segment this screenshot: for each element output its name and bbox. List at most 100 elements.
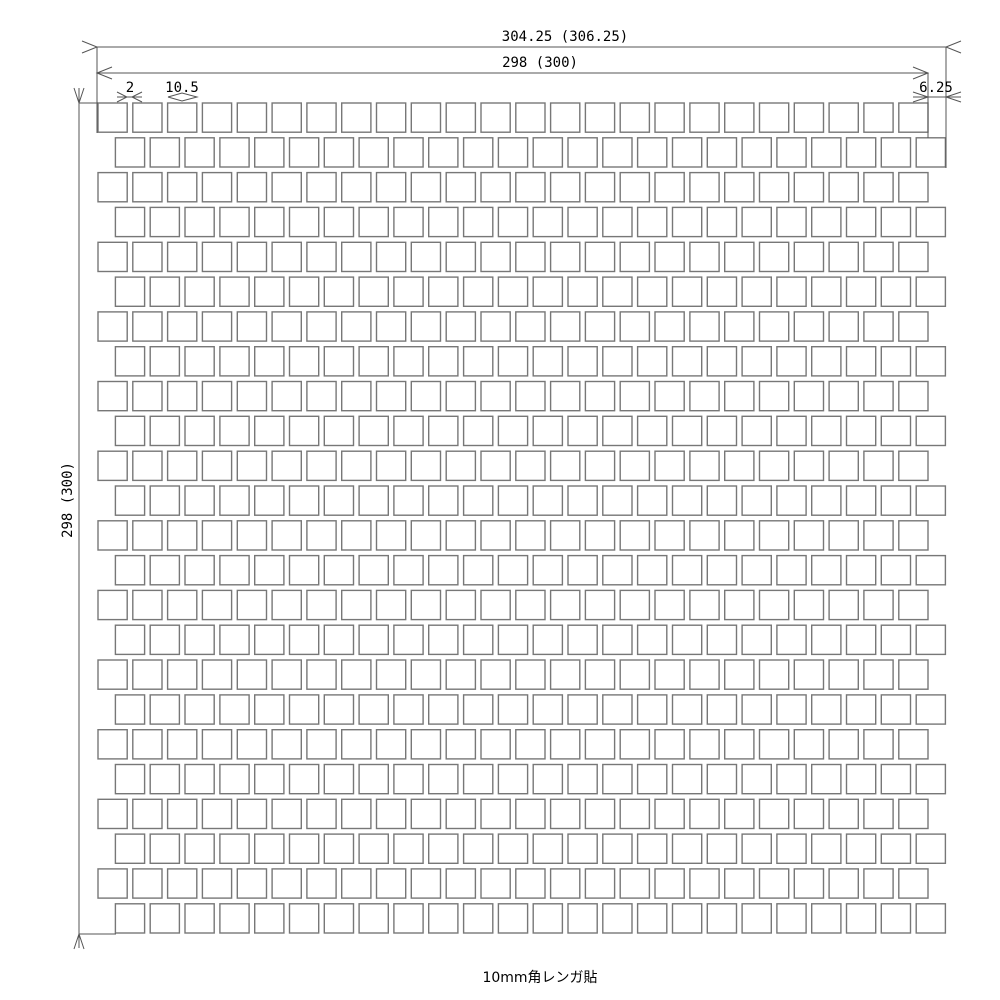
- tile: [497, 763, 529, 795]
- tile: [393, 903, 424, 934]
- tile: [706, 485, 738, 516]
- tile: [845, 137, 877, 168]
- tile: [654, 589, 685, 621]
- tile: [880, 485, 912, 516]
- tile: [898, 241, 929, 273]
- tile: [584, 241, 616, 273]
- tile: [480, 589, 511, 621]
- tile: [654, 659, 685, 690]
- tile: [619, 798, 651, 830]
- arrow-icon: [912, 91, 930, 103]
- tile: [741, 346, 772, 377]
- tile: [671, 694, 703, 725]
- tile: [880, 137, 912, 168]
- tile: [184, 485, 215, 516]
- tile: [375, 450, 407, 482]
- tile: [288, 206, 320, 238]
- tile: [880, 624, 912, 656]
- tile: [341, 659, 372, 690]
- tile: [689, 659, 720, 690]
- tile: [497, 694, 529, 725]
- tile: [706, 903, 738, 934]
- tile: [724, 729, 755, 760]
- tile: [724, 659, 755, 690]
- tile: [201, 171, 233, 203]
- tile: [166, 241, 198, 273]
- tile: [811, 137, 842, 168]
- tile: [323, 624, 355, 656]
- tile: [532, 137, 564, 168]
- tile: [584, 659, 616, 690]
- tile: [811, 206, 842, 238]
- tile: [880, 833, 912, 864]
- tile: [776, 833, 807, 864]
- tile: [689, 798, 720, 830]
- tile: [236, 520, 268, 551]
- tile: [811, 763, 842, 795]
- tile: [253, 624, 285, 656]
- tile: [602, 554, 633, 586]
- tile-grid: [97, 102, 947, 934]
- tile: [776, 276, 807, 308]
- tile: [671, 206, 703, 238]
- tile: [375, 171, 407, 203]
- tile: [166, 589, 198, 621]
- tile: [828, 868, 859, 899]
- tile: [97, 589, 128, 621]
- tile: [219, 276, 250, 308]
- tile: [915, 903, 947, 934]
- tile: [306, 798, 337, 830]
- tile: [689, 102, 720, 133]
- tile: [201, 659, 233, 690]
- tile: [201, 868, 233, 899]
- tile: [271, 729, 303, 760]
- tile: [462, 276, 494, 308]
- tile: [532, 624, 564, 656]
- tile: [410, 450, 442, 482]
- tile: [863, 311, 894, 342]
- tile: [375, 659, 407, 690]
- overall-width-label: 304.25 (306.25): [502, 29, 628, 45]
- tile: [462, 485, 494, 516]
- tile: [341, 798, 372, 830]
- tile: [114, 206, 146, 238]
- tile: [602, 346, 633, 377]
- tile: [863, 729, 894, 760]
- tile: [393, 694, 424, 725]
- tile: [480, 450, 511, 482]
- tile: [358, 206, 390, 238]
- tile: [462, 903, 494, 934]
- tile: [828, 729, 859, 760]
- tile: [793, 520, 825, 551]
- tile: [724, 868, 755, 899]
- tile: [793, 450, 825, 482]
- tile: [758, 171, 790, 203]
- tile: [323, 206, 355, 238]
- tile: [253, 554, 285, 586]
- tile: [132, 450, 163, 482]
- tile: [602, 485, 633, 516]
- tile: [271, 241, 303, 273]
- tile: [567, 415, 598, 447]
- tile: [341, 171, 372, 203]
- tile: [636, 276, 668, 308]
- tile: [288, 137, 320, 168]
- tile: [671, 276, 703, 308]
- tile: [306, 311, 337, 342]
- tile: [166, 450, 198, 482]
- tile: [497, 206, 529, 238]
- tile: [497, 554, 529, 586]
- tile: [393, 763, 424, 795]
- tile: [323, 833, 355, 864]
- tile: [741, 415, 772, 447]
- tile: [584, 520, 616, 551]
- tile: [689, 450, 720, 482]
- tile: [880, 346, 912, 377]
- tile: [184, 763, 215, 795]
- tile: [184, 276, 215, 308]
- tile: [149, 694, 181, 725]
- tile: [288, 415, 320, 447]
- tile: [636, 206, 668, 238]
- tile: [619, 311, 651, 342]
